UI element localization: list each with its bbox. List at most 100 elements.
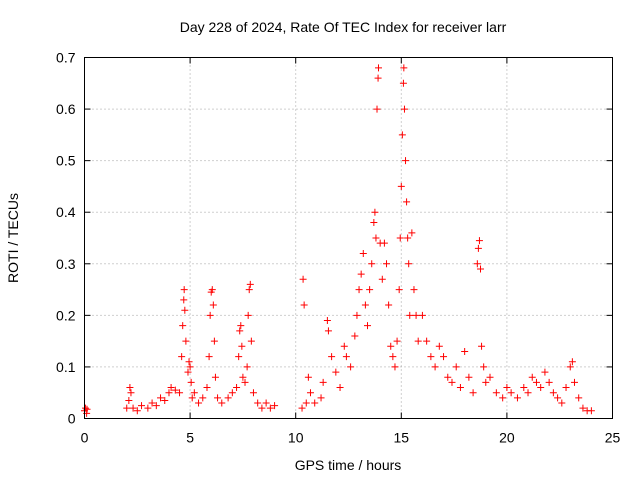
- data-point: [492, 389, 500, 397]
- data-point: [371, 208, 379, 216]
- data-point: [473, 260, 481, 268]
- data-point: [397, 182, 405, 190]
- data-point: [144, 404, 152, 412]
- y-tick-label: 0.5: [56, 153, 76, 169]
- data-point: [237, 322, 245, 330]
- data-point: [499, 394, 507, 402]
- axis-ticks: 0 5 10 15 20 25 0 0.1 0.2 0.3 0.4 0.5 0.6 0.7: [56, 50, 620, 446]
- y-axis-label: ROTI / TECUs: [5, 193, 21, 283]
- y-tick-label: 0.6: [56, 101, 76, 117]
- data-point: [396, 234, 404, 242]
- data-points: [81, 64, 595, 417]
- data-point: [404, 234, 412, 242]
- data-point: [129, 404, 137, 412]
- data-point: [393, 337, 401, 345]
- data-point: [214, 394, 222, 402]
- data-point: [380, 239, 388, 247]
- data-point: [258, 404, 266, 412]
- data-point: [418, 311, 426, 319]
- data-point: [486, 373, 494, 381]
- data-point: [247, 337, 255, 345]
- data-point: [353, 311, 361, 319]
- data-point: [391, 363, 399, 371]
- data-point: [398, 131, 406, 139]
- data-point: [387, 342, 395, 350]
- y-tick-label: 0.2: [56, 307, 76, 323]
- data-point: [520, 384, 528, 392]
- data-point: [355, 286, 363, 294]
- data-point: [125, 396, 133, 404]
- data-point: [347, 363, 355, 371]
- data-point: [378, 275, 386, 283]
- data-point: [300, 301, 308, 309]
- data-point: [366, 286, 374, 294]
- data-point: [238, 342, 246, 350]
- data-point: [480, 363, 488, 371]
- data-point: [195, 399, 203, 407]
- data-point: [503, 384, 511, 392]
- data-point: [180, 296, 188, 304]
- data-point: [319, 378, 327, 386]
- y-tick-label: 0: [68, 411, 76, 427]
- data-point: [224, 394, 232, 402]
- data-point: [541, 368, 549, 376]
- data-point: [440, 353, 448, 361]
- data-point: [127, 389, 135, 397]
- data-point: [435, 342, 443, 350]
- data-point: [243, 363, 251, 371]
- data-point: [579, 404, 587, 412]
- data-point: [431, 363, 439, 371]
- chart-title: Day 228 of 2024, Rate Of TEC Index for r…: [180, 19, 507, 35]
- data-point: [311, 399, 319, 407]
- data-point: [549, 389, 557, 397]
- data-point: [178, 353, 186, 361]
- data-point: [187, 378, 195, 386]
- data-point: [405, 260, 413, 268]
- data-point: [228, 389, 236, 397]
- data-point: [469, 389, 477, 397]
- data-point: [427, 353, 435, 361]
- data-point: [361, 301, 369, 309]
- data-point: [575, 394, 583, 402]
- data-point: [165, 389, 173, 397]
- data-point: [537, 384, 545, 392]
- x-tick-label: 15: [394, 430, 410, 446]
- data-point: [171, 386, 179, 394]
- data-point: [161, 396, 169, 404]
- data-point: [359, 249, 367, 257]
- x-tick-label: 0: [81, 430, 89, 446]
- data-point: [208, 286, 216, 294]
- data-point: [399, 79, 407, 87]
- data-point: [271, 402, 279, 410]
- data-point: [448, 378, 456, 386]
- data-point: [465, 373, 473, 381]
- data-point: [364, 322, 372, 330]
- data-point: [475, 237, 483, 245]
- data-point: [478, 342, 486, 350]
- data-point: [402, 157, 410, 165]
- data-point: [406, 311, 414, 319]
- data-point: [126, 384, 134, 392]
- data-point: [410, 286, 418, 294]
- data-point: [587, 407, 595, 415]
- data-point: [389, 353, 397, 361]
- data-point: [324, 327, 332, 335]
- data-point: [233, 384, 241, 392]
- x-tick-label: 20: [499, 430, 515, 446]
- data-point: [306, 389, 314, 397]
- data-point: [444, 373, 452, 381]
- data-point: [532, 378, 540, 386]
- data-point: [414, 337, 422, 345]
- data-point: [395, 286, 403, 294]
- data-point: [203, 384, 211, 392]
- data-point: [298, 404, 306, 412]
- data-point: [182, 337, 190, 345]
- data-point: [211, 373, 219, 381]
- data-point: [408, 229, 416, 237]
- data-point: [244, 311, 252, 319]
- data-point: [199, 394, 207, 402]
- plot-frame: [84, 57, 613, 419]
- data-point: [357, 270, 365, 278]
- data-point: [245, 286, 253, 294]
